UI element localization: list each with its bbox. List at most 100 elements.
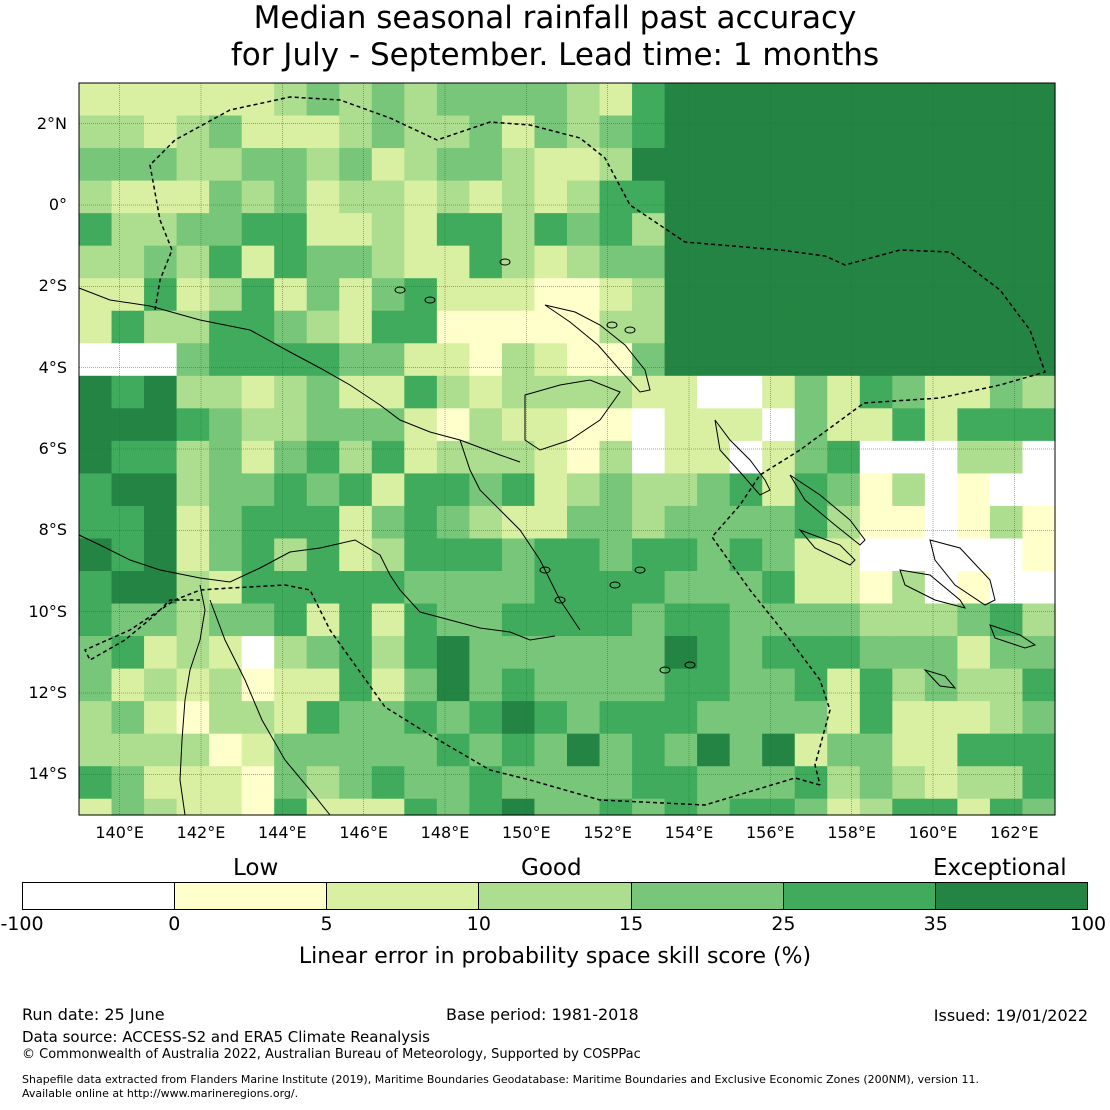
grid-cell <box>501 245 536 279</box>
grid-cell <box>794 213 828 247</box>
grid-cell <box>794 636 828 670</box>
grid-cell <box>209 538 243 572</box>
grid-cell <box>371 278 405 312</box>
grid-cell <box>469 310 503 344</box>
colorbar-segment <box>783 883 936 909</box>
grid-cell <box>924 310 958 344</box>
grid-cell <box>469 213 503 247</box>
grid-cell <box>371 571 405 605</box>
grid-cell <box>567 213 601 247</box>
grid-cell <box>436 538 470 572</box>
grid-cell <box>794 180 828 214</box>
grid-cell <box>664 310 698 344</box>
grid-cell <box>274 180 308 214</box>
grid-cell <box>306 701 340 735</box>
grid-cell <box>892 603 926 637</box>
grid-cell <box>827 571 861 605</box>
grid-cell <box>664 375 698 409</box>
grid-cell <box>827 115 861 149</box>
shapefile-credit-line2: Available online at http://www.marinereg… <box>22 1087 299 1100</box>
grid-cell <box>989 505 1024 540</box>
grid-cell <box>762 278 796 312</box>
grid-cell <box>306 571 340 605</box>
grid-cell <box>404 408 438 442</box>
grid-cell <box>827 83 861 117</box>
grid-cell <box>1022 798 1056 816</box>
grid-cell <box>794 408 828 442</box>
grid-cell <box>859 603 893 637</box>
grid-cell <box>957 798 991 816</box>
grid-cell <box>404 83 438 117</box>
grid-cell <box>599 603 633 637</box>
grid-cell <box>989 115 1024 149</box>
grid-cell <box>144 180 178 214</box>
map-title-line2: for July - September. Lead time: 1 month… <box>230 37 880 73</box>
grid-cell <box>859 538 893 572</box>
copyright: © Commonwealth of Australia 2022, Austra… <box>22 1047 641 1062</box>
grid-cell <box>339 473 373 507</box>
grid-cell <box>371 408 405 442</box>
grid-cell <box>111 668 145 702</box>
grid-cell <box>339 245 373 279</box>
coastlines <box>78 258 1037 816</box>
grid-cell <box>501 180 536 214</box>
grid-cell <box>989 310 1024 344</box>
grid-cell <box>209 180 243 214</box>
grid-cell <box>794 668 828 702</box>
grid-cell <box>729 343 763 377</box>
small-island <box>624 326 636 334</box>
grid-cell <box>241 213 275 247</box>
grid-cell <box>599 668 633 702</box>
grid-cell <box>924 701 958 735</box>
grid-cell <box>697 278 731 312</box>
grid-cell <box>241 798 275 816</box>
grid-cell <box>729 310 763 344</box>
grid-cell <box>794 148 828 182</box>
grid-cell <box>762 440 796 474</box>
longitude-label: 146°E <box>339 823 388 842</box>
colorbar-segment <box>23 883 176 909</box>
grid-cell <box>79 343 113 377</box>
grid-cell <box>241 245 275 279</box>
grid-cell <box>79 473 113 507</box>
grid-cell <box>339 636 373 670</box>
grid-cell <box>371 636 405 670</box>
colorbar-segment <box>631 883 784 909</box>
grid-cell <box>339 668 373 702</box>
grid-cell <box>436 115 470 149</box>
grid-cell <box>176 83 210 117</box>
grid-cell <box>404 375 438 409</box>
grid-cell <box>534 636 568 670</box>
grid-cell <box>144 766 178 800</box>
base-period: Base period: 1981-2018 <box>446 1005 639 1024</box>
grid-cell <box>859 701 893 735</box>
grid-cell <box>632 408 666 442</box>
grid-cell <box>501 148 536 182</box>
grid-cell <box>534 310 568 344</box>
grid-cell <box>306 180 340 214</box>
grid-cell <box>794 603 828 637</box>
grid-cell <box>697 115 731 149</box>
grid-cell <box>924 798 958 816</box>
grid-cell <box>501 343 536 377</box>
grid-cell <box>664 538 698 572</box>
grid-cell <box>827 180 861 214</box>
grid-cell <box>339 278 373 312</box>
grid-cell <box>469 343 503 377</box>
grid-cell <box>989 440 1024 474</box>
data-source: Data source: ACCESS-S2 and ERA5 Climate … <box>22 1028 430 1046</box>
grid-cell <box>664 505 698 540</box>
grid-cell <box>436 603 470 637</box>
grid-cell <box>599 408 633 442</box>
longitude-label: 152°E <box>583 823 632 842</box>
grid-cell <box>892 213 926 247</box>
grid-cell <box>729 115 763 149</box>
grid-cell <box>1022 603 1056 637</box>
grid-cell <box>664 408 698 442</box>
grid-cell <box>274 571 308 605</box>
grid-cell <box>436 440 470 474</box>
makira <box>989 624 1037 649</box>
grid-cell <box>501 603 536 637</box>
grid-cell <box>957 408 991 442</box>
grid-cell <box>176 115 210 149</box>
